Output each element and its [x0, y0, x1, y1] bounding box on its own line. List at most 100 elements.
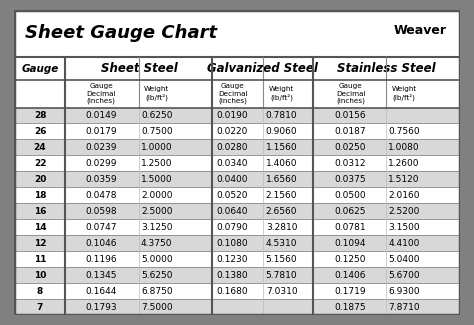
Text: 18: 18 — [34, 191, 46, 200]
Text: 0.0781: 0.0781 — [335, 223, 366, 232]
Text: 0.7810: 0.7810 — [266, 111, 297, 120]
Text: 1.0080: 1.0080 — [388, 143, 420, 152]
Bar — [14, 108, 460, 124]
Text: 0.0478: 0.0478 — [85, 191, 117, 200]
Text: 1.5120: 1.5120 — [388, 175, 420, 184]
Bar — [14, 235, 460, 251]
Text: 5.6250: 5.6250 — [141, 271, 173, 280]
Text: 3.1250: 3.1250 — [141, 223, 173, 232]
Bar — [65, 80, 139, 108]
Text: 0.0359: 0.0359 — [85, 175, 117, 184]
Text: 0.0239: 0.0239 — [85, 143, 117, 152]
Text: 26: 26 — [34, 127, 46, 136]
Text: 1.0000: 1.0000 — [141, 143, 173, 152]
Text: 1.4060: 1.4060 — [266, 159, 297, 168]
Bar — [313, 80, 386, 108]
Text: 0.1196: 0.1196 — [85, 255, 117, 264]
Text: Sheet Steel: Sheet Steel — [100, 62, 177, 75]
Bar — [14, 203, 460, 219]
Text: 2.1560: 2.1560 — [266, 191, 297, 200]
Text: 2.5200: 2.5200 — [388, 207, 420, 216]
Bar — [139, 80, 212, 108]
Text: Gauge: Gauge — [21, 64, 59, 73]
Bar — [386, 80, 460, 108]
Text: 0.0280: 0.0280 — [217, 143, 248, 152]
Text: 14: 14 — [34, 223, 46, 232]
Text: 0.0250: 0.0250 — [335, 143, 366, 152]
Text: 6.9300: 6.9300 — [388, 287, 420, 296]
Text: 8: 8 — [37, 287, 43, 296]
Text: 0.1380: 0.1380 — [217, 271, 248, 280]
Text: 12: 12 — [34, 239, 46, 248]
Text: 0.1406: 0.1406 — [335, 271, 366, 280]
Text: 0.0149: 0.0149 — [85, 111, 117, 120]
Text: 5.0000: 5.0000 — [141, 255, 173, 264]
Text: 0.0187: 0.0187 — [335, 127, 366, 136]
Text: 7.0310: 7.0310 — [266, 287, 297, 296]
Text: 3.1500: 3.1500 — [388, 223, 420, 232]
Text: 1.2500: 1.2500 — [141, 159, 173, 168]
Text: 0.0220: 0.0220 — [217, 127, 248, 136]
Text: 0.0340: 0.0340 — [217, 159, 248, 168]
Bar — [212, 57, 313, 80]
Text: 16: 16 — [34, 207, 46, 216]
Text: 0.0312: 0.0312 — [335, 159, 366, 168]
Text: 0.0400: 0.0400 — [217, 175, 248, 184]
Text: 7.5000: 7.5000 — [141, 303, 173, 312]
Text: 24: 24 — [34, 143, 46, 152]
Bar — [14, 124, 460, 139]
Text: 0.0625: 0.0625 — [335, 207, 366, 216]
Bar — [14, 299, 460, 315]
Text: 0.7500: 0.7500 — [141, 127, 173, 136]
Bar — [212, 80, 263, 108]
Bar — [14, 251, 460, 267]
Text: 0.1793: 0.1793 — [85, 303, 117, 312]
Bar — [14, 57, 65, 80]
Text: 0.1080: 0.1080 — [217, 239, 248, 248]
Text: 1.5000: 1.5000 — [141, 175, 173, 184]
Text: Weight
(lb/ft²): Weight (lb/ft²) — [144, 86, 169, 101]
Text: 0.1719: 0.1719 — [335, 287, 366, 296]
Text: Weight
(lb/ft²): Weight (lb/ft²) — [269, 86, 294, 101]
Text: 5.0400: 5.0400 — [388, 255, 420, 264]
Text: 0.1345: 0.1345 — [85, 271, 117, 280]
Text: 0.0640: 0.0640 — [217, 207, 248, 216]
Text: 22: 22 — [34, 159, 46, 168]
Bar — [65, 57, 212, 80]
Text: 2.0000: 2.0000 — [141, 191, 173, 200]
Text: Gauge
Decimal
(inches): Gauge Decimal (inches) — [218, 83, 247, 104]
Text: Weight
(lb/ft²): Weight (lb/ft²) — [392, 86, 417, 101]
Text: Weaver: Weaver — [393, 24, 447, 37]
Text: 10: 10 — [34, 271, 46, 280]
Bar — [14, 80, 65, 108]
Bar — [14, 10, 460, 57]
Text: 2.6560: 2.6560 — [266, 207, 297, 216]
Text: 6.8750: 6.8750 — [141, 287, 173, 296]
Text: Stainless Steel: Stainless Steel — [337, 62, 436, 75]
Text: 20: 20 — [34, 175, 46, 184]
Text: Gauge
Decimal
(inches): Gauge Decimal (inches) — [336, 83, 365, 104]
Text: 0.0375: 0.0375 — [335, 175, 366, 184]
Text: 4.5310: 4.5310 — [266, 239, 297, 248]
Text: 0.0299: 0.0299 — [85, 159, 117, 168]
Bar — [14, 155, 460, 171]
Text: 4.3750: 4.3750 — [141, 239, 173, 248]
Text: 0.0179: 0.0179 — [85, 127, 117, 136]
Text: 0.0156: 0.0156 — [335, 111, 366, 120]
Text: 5.1560: 5.1560 — [266, 255, 297, 264]
Text: 0.1250: 0.1250 — [335, 255, 366, 264]
Text: 0.0598: 0.0598 — [85, 207, 117, 216]
Text: 0.1644: 0.1644 — [85, 287, 117, 296]
Text: 0.0520: 0.0520 — [217, 191, 248, 200]
Text: 0.0190: 0.0190 — [217, 111, 248, 120]
Text: 0.9060: 0.9060 — [266, 127, 297, 136]
Text: 1.1560: 1.1560 — [266, 143, 297, 152]
Text: 0.0747: 0.0747 — [85, 223, 117, 232]
Bar — [14, 139, 460, 155]
Text: Gauge
Decimal
(inches): Gauge Decimal (inches) — [86, 83, 116, 104]
Text: 2.5000: 2.5000 — [141, 207, 173, 216]
Bar — [14, 171, 460, 188]
Text: 11: 11 — [34, 255, 46, 264]
Text: 1.2600: 1.2600 — [388, 159, 420, 168]
Bar — [263, 80, 313, 108]
